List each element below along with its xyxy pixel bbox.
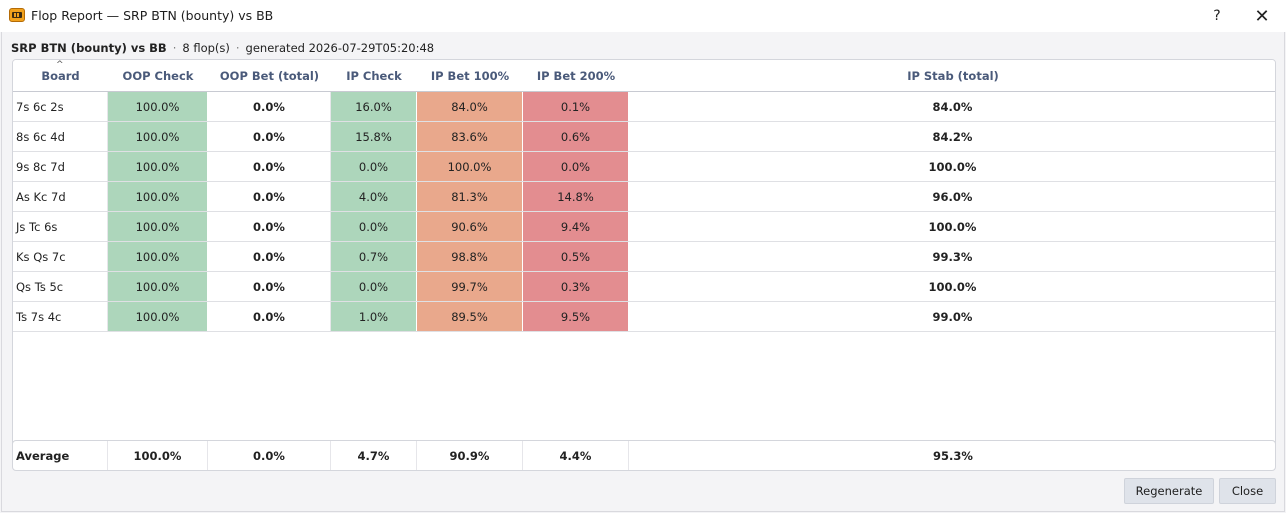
oop-bet-cell: 0.0% — [208, 182, 331, 211]
average-label: Average — [13, 441, 108, 470]
ip-bet200-cell: 9.4% — [523, 212, 629, 241]
ip-check-cell: 0.0% — [331, 152, 417, 181]
header-ip-bet200[interactable]: IP Bet 200% — [536, 69, 616, 83]
average-oop-check: 100.0% — [108, 441, 208, 470]
ip-check-cell: 1.0% — [331, 302, 417, 331]
app-icon — [9, 8, 25, 22]
board-cell: 8s 6c 4d — [13, 122, 108, 151]
average-ip-bet100: 90.9% — [417, 441, 523, 470]
oop-check-cell: 100.0% — [108, 92, 208, 121]
window-title: Flop Report — SRP BTN (bounty) vs BB — [31, 8, 274, 23]
ip-bet100-cell: 81.3% — [417, 182, 523, 211]
ip-check-cell: 4.0% — [331, 182, 417, 211]
table-row[interactable]: Qs Ts 5c 100.0% 0.0% 0.0% 99.7% 0.3% 100.0% — [13, 272, 1275, 302]
report-info: SRP BTN (bounty) vs BB · 8 flop(s) · gen… — [11, 40, 434, 56]
ip-bet200-cell: 0.3% — [523, 272, 629, 301]
ip-stab-cell: 84.0% — [629, 92, 1275, 121]
window-close-button[interactable]: ✕ — [1254, 5, 1270, 27]
ip-bet200-cell: 9.5% — [523, 302, 629, 331]
ip-bet200-cell: 14.8% — [523, 182, 629, 211]
average-ip-stab: 95.3% — [933, 448, 973, 463]
flop-count: 8 flop(s) — [182, 41, 230, 55]
oop-check-cell: 100.0% — [108, 182, 208, 211]
oop-bet-cell: 0.0% — [208, 242, 331, 271]
ip-stab-cell: 100.0% — [629, 152, 1275, 181]
ip-bet100-cell: 98.8% — [417, 242, 523, 271]
help-button[interactable]: ? — [1213, 8, 1221, 24]
ip-bet100-cell: 100.0% — [417, 152, 523, 181]
ip-bet100-cell: 99.7% — [417, 272, 523, 301]
ip-stab-cell: 99.0% — [629, 302, 1275, 331]
separator-dot: · — [172, 41, 177, 55]
header-ip-check[interactable]: IP Check — [346, 69, 402, 83]
board-cell: Js Tc 6s — [13, 212, 108, 241]
oop-bet-cell: 0.0% — [208, 92, 331, 121]
oop-check-cell: 100.0% — [108, 302, 208, 331]
ip-stab-cell: 96.0% — [629, 182, 1275, 211]
table-header: Board OOP Check OOP Bet (total) IP Check IP … — [13, 60, 1275, 92]
regenerate-button[interactable]: Regenerate — [1124, 478, 1214, 504]
oop-bet-cell: 0.0% — [208, 272, 331, 301]
oop-bet-cell: 0.0% — [208, 302, 331, 331]
oop-check-cell: 100.0% — [108, 152, 208, 181]
header-oop-check[interactable]: OOP Check — [122, 69, 194, 83]
ip-check-cell: 15.8% — [331, 122, 417, 151]
ip-check-cell: 0.7% — [331, 242, 417, 271]
ip-check-cell: 16.0% — [331, 92, 417, 121]
ip-stab-cell: 84.2% — [629, 122, 1275, 151]
flop-table: Board OOP Check OOP Bet (total) IP Check IP … — [12, 59, 1276, 462]
ip-bet100-cell: 83.6% — [417, 122, 523, 151]
header-ip-bet100[interactable]: IP Bet 100% — [430, 69, 510, 83]
table-row[interactable]: 9s 8c 7d 100.0% 0.0% 0.0% 100.0% 0.0% 100.0% — [13, 152, 1275, 182]
dialog-content: SRP BTN (bounty) vs BB · 8 flop(s) · gen… — [1, 32, 1285, 512]
average-ip-bet200: 4.4% — [523, 441, 629, 470]
ip-check-cell: 0.0% — [331, 212, 417, 241]
generated-timestamp: generated 2026-07-29T05:20:48 — [245, 41, 435, 55]
title-bar: Flop Report — SRP BTN (bounty) vs BB ? ✕ — [0, 0, 1286, 32]
scenario-label: SRP BTN (bounty) vs BB — [11, 41, 167, 55]
average-oop-bet: 0.0% — [208, 441, 331, 470]
oop-check-cell: 100.0% — [108, 272, 208, 301]
ip-bet100-cell: 89.5% — [417, 302, 523, 331]
table-row[interactable]: Js Tc 6s 100.0% 0.0% 0.0% 90.6% 9.4% 100.0% — [13, 212, 1275, 242]
table-row[interactable]: Ts 7s 4c 100.0% 0.0% 1.0% 89.5% 9.5% 99.0% — [13, 302, 1275, 332]
ip-stab-cell: 100.0% — [629, 272, 1275, 301]
header-ip-stab[interactable]: IP Stab (total) — [907, 69, 999, 83]
ip-bet200-cell: 0.1% — [523, 92, 629, 121]
ip-bet200-cell: 0.0% — [523, 152, 629, 181]
oop-check-cell: 100.0% — [108, 122, 208, 151]
sort-ascending-icon: ^ — [56, 60, 64, 70]
average-ip-check: 4.7% — [331, 441, 417, 470]
board-cell: Ts 7s 4c — [13, 302, 108, 331]
ip-bet100-cell: 84.0% — [417, 92, 523, 121]
close-button[interactable]: Close — [1219, 478, 1276, 504]
board-cell: 9s 8c 7d — [13, 152, 108, 181]
table-row[interactable]: 7s 6c 2s 100.0% 0.0% 16.0% 84.0% 0.1% 84.0% — [13, 92, 1275, 122]
ip-bet100-cell: 90.6% — [417, 212, 523, 241]
board-cell: Qs Ts 5c — [13, 272, 108, 301]
header-board[interactable]: Board — [41, 69, 80, 83]
board-cell: As Kc 7d — [13, 182, 108, 211]
ip-bet200-cell: 0.5% — [523, 242, 629, 271]
table-row[interactable]: 8s 6c 4d 100.0% 0.0% 15.8% 83.6% 0.6% 84.2% — [13, 122, 1275, 152]
average-row: Average 100.0% 0.0% 4.7% 90.9% 4.4% 95.3% — [12, 440, 1276, 471]
oop-bet-cell: 0.0% — [208, 152, 331, 181]
oop-bet-cell: 0.0% — [208, 122, 331, 151]
header-oop-bet[interactable]: OOP Bet (total) — [219, 69, 320, 83]
separator-dot: · — [235, 41, 240, 55]
table-row[interactable]: Ks Qs 7c 100.0% 0.0% 0.7% 98.8% 0.5% 99.3% — [13, 242, 1275, 272]
oop-check-cell: 100.0% — [108, 212, 208, 241]
oop-check-cell: 100.0% — [108, 242, 208, 271]
oop-bet-cell: 0.0% — [208, 212, 331, 241]
board-cell: Ks Qs 7c — [13, 242, 108, 271]
ip-stab-cell: 100.0% — [629, 212, 1275, 241]
ip-bet200-cell: 0.6% — [523, 122, 629, 151]
board-cell: 7s 6c 2s — [13, 92, 108, 121]
ip-stab-cell: 99.3% — [629, 242, 1275, 271]
ip-check-cell: 0.0% — [331, 272, 417, 301]
table-row[interactable]: As Kc 7d 100.0% 0.0% 4.0% 81.3% 14.8% 96.0% — [13, 182, 1275, 212]
